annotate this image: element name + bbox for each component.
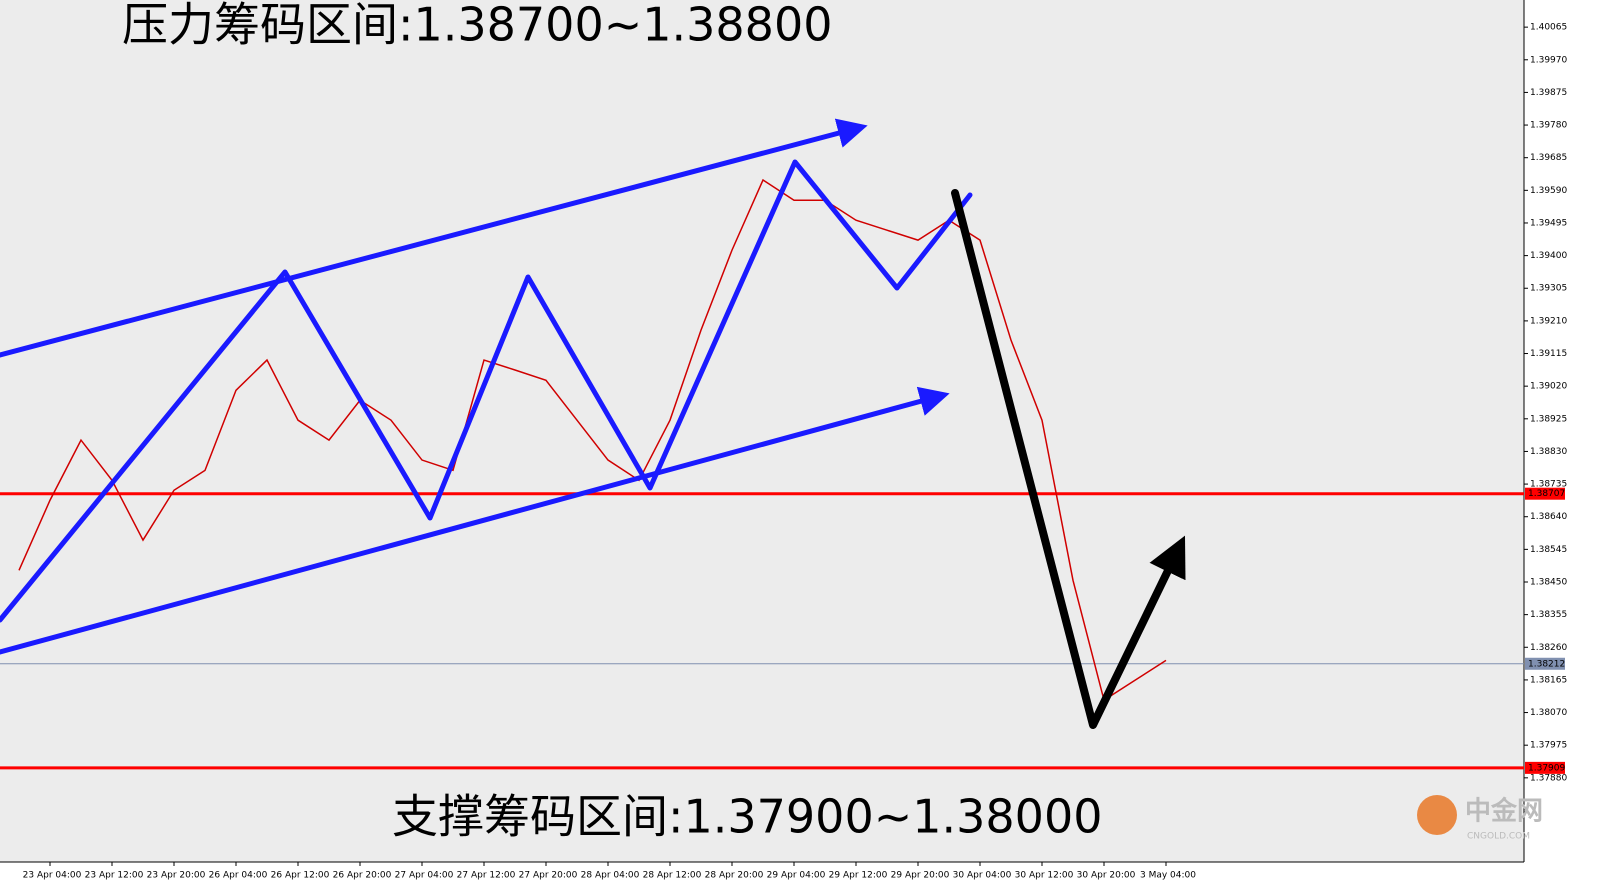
y-tick-label: 1.39685	[1530, 153, 1567, 163]
price-level-label: 1.38707	[1528, 489, 1565, 499]
x-tick-label: 26 Apr 12:00	[271, 871, 330, 881]
x-tick-label: 23 Apr 20:00	[147, 871, 206, 881]
y-tick-label: 1.39020	[1530, 382, 1567, 392]
price-line	[18, 178, 1167, 702]
x-tick-label: 30 Apr 20:00	[1077, 871, 1136, 881]
y-tick-label: 1.38260	[1530, 643, 1567, 653]
y-tick-label: 1.38545	[1530, 545, 1567, 555]
x-tick-label: 29 Apr 20:00	[891, 871, 950, 881]
annotations	[0, 118, 1186, 729]
y-tick-label: 1.38925	[1530, 414, 1567, 424]
y-tick-label: 1.40065	[1530, 23, 1567, 33]
y-tick-label: 1.38640	[1530, 512, 1567, 522]
brand-url: CNGOLD.COM	[1467, 832, 1530, 842]
price-level-label: 1.38212	[1528, 659, 1565, 669]
y-tick-label: 1.38165	[1530, 675, 1567, 685]
x-tick-label: 26 Apr 20:00	[333, 871, 392, 881]
forecast-arrow	[951, 189, 1186, 729]
x-tick-label: 3 May 04:00	[1140, 871, 1196, 881]
lower-channel	[0, 386, 950, 655]
y-tick-label: 1.39400	[1530, 251, 1567, 261]
price-level-box	[1525, 487, 1565, 500]
x-tick-label: 30 Apr 04:00	[953, 871, 1012, 881]
plot-area	[0, 0, 1524, 862]
x-tick-label: 27 Apr 12:00	[457, 871, 516, 881]
y-tick-label: 1.38070	[1530, 708, 1567, 718]
y-tick-label: 1.37975	[1530, 741, 1567, 751]
y-tick-label: 1.37880	[1530, 773, 1567, 783]
y-tick-label: 1.39210	[1530, 316, 1567, 326]
x-tick-label: 29 Apr 12:00	[829, 871, 888, 881]
x-tick-label: 28 Apr 04:00	[581, 871, 640, 881]
x-tick-label: 23 Apr 12:00	[85, 871, 144, 881]
y-tick-label: 1.38450	[1530, 577, 1567, 587]
y-tick-label: 1.39495	[1530, 218, 1567, 228]
chart-title: 压力筹码区间:1.38700~1.38800	[122, 0, 832, 52]
price-level-box	[1525, 761, 1565, 774]
x-tick-label: 28 Apr 12:00	[643, 871, 702, 881]
y-tick-label: 1.39875	[1530, 88, 1567, 98]
y-tick-label: 1.38735	[1530, 480, 1567, 490]
y-tick-label: 1.39115	[1530, 349, 1567, 359]
x-tick-label: 29 Apr 04:00	[767, 871, 826, 881]
price-level-label: 1.37909	[1528, 763, 1565, 773]
brand-name: 中金网	[1465, 796, 1543, 827]
x-tick-label: 30 Apr 12:00	[1015, 871, 1074, 881]
x-tick-label: 27 Apr 20:00	[519, 871, 578, 881]
x-tick-label: 23 Apr 04:00	[23, 871, 82, 881]
wave-path	[0, 159, 973, 623]
upper-channel	[0, 118, 868, 358]
y-tick-label: 1.39305	[1530, 284, 1567, 294]
chart-subtitle: 支撑筹码区间:1.37900~1.38000	[392, 790, 1102, 844]
price-level-box	[1525, 657, 1565, 670]
y-tick-label: 1.39590	[1530, 186, 1567, 196]
y-tick-label: 1.39780	[1530, 121, 1567, 131]
y-tick-label: 1.38830	[1530, 447, 1567, 457]
x-tick-label: 27 Apr 04:00	[395, 871, 454, 881]
x-tick-label: 26 Apr 04:00	[209, 871, 268, 881]
marks	[0, 178, 1524, 770]
y-tick-label: 1.38355	[1530, 610, 1567, 620]
x-tick-label: 28 Apr 20:00	[705, 871, 764, 881]
y-tick-label: 1.39970	[1530, 55, 1567, 65]
brand-logo	[1417, 795, 1457, 835]
